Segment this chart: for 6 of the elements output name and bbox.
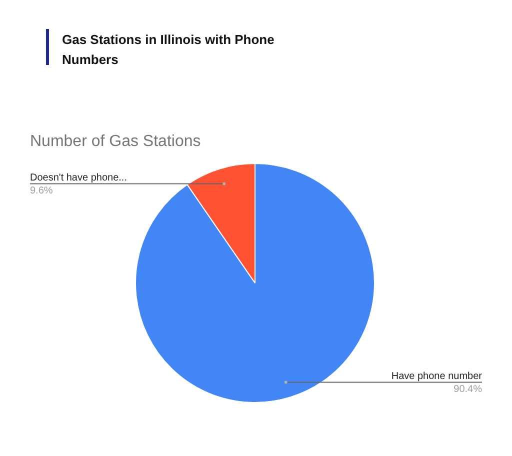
chart-subtitle: Number of Gas Stations bbox=[30, 133, 201, 151]
data-label: 90.4% bbox=[454, 384, 482, 396]
data-label: 9.6% bbox=[30, 185, 53, 196]
slice-label: Doesn't have phone... bbox=[30, 172, 127, 184]
slice-label: Have phone number bbox=[391, 371, 483, 382]
chart-title: Gas Stations in Illinois with Phone Numbers bbox=[62, 31, 276, 69]
